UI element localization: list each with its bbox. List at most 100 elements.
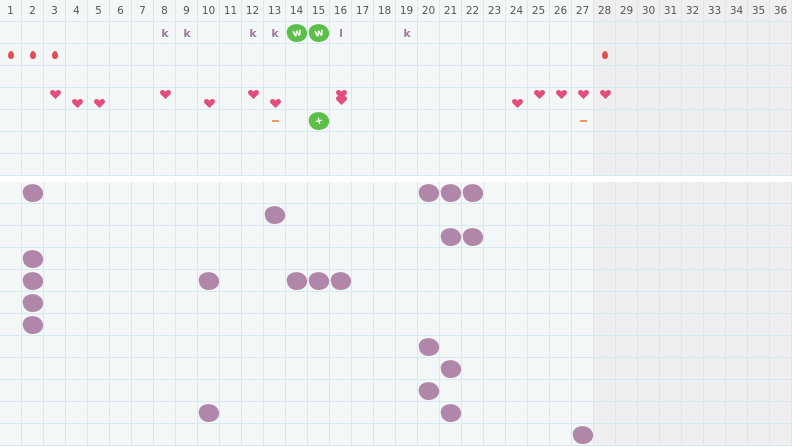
grid-cell[interactable]	[484, 88, 506, 110]
grid-cell[interactable]	[484, 380, 506, 402]
grid-cell[interactable]	[220, 402, 242, 424]
grid-cell[interactable]	[660, 336, 682, 358]
day-header[interactable]: 34	[726, 0, 748, 22]
symptom-letter[interactable]: k	[161, 26, 169, 40]
grid-cell[interactable]	[660, 358, 682, 380]
grid-cell[interactable]	[44, 226, 66, 248]
grid-cell[interactable]	[572, 314, 594, 336]
grid-cell[interactable]	[154, 44, 176, 66]
grid-cell[interactable]	[242, 204, 264, 226]
grid-cell[interactable]	[594, 314, 616, 336]
grid-cell[interactable]	[616, 182, 638, 204]
grid-cell[interactable]	[198, 424, 220, 446]
grid-cell[interactable]	[440, 110, 462, 132]
grid-cell[interactable]	[154, 336, 176, 358]
grid-cell[interactable]	[726, 314, 748, 336]
grid-cell[interactable]	[418, 88, 440, 110]
grid-cell[interactable]	[572, 66, 594, 88]
grid-cell[interactable]	[770, 154, 792, 176]
grid-cell[interactable]	[726, 154, 748, 176]
grid-cell[interactable]	[616, 270, 638, 292]
grid-cell[interactable]	[264, 132, 286, 154]
grid-cell[interactable]	[154, 110, 176, 132]
grid-cell[interactable]	[638, 358, 660, 380]
grid-cell[interactable]	[528, 314, 550, 336]
grid-cell[interactable]	[264, 314, 286, 336]
grid-cell[interactable]	[132, 314, 154, 336]
drop-icon[interactable]	[30, 51, 36, 59]
grid-cell[interactable]	[44, 182, 66, 204]
grid-cell[interactable]	[726, 110, 748, 132]
grid-cell[interactable]	[242, 424, 264, 446]
grid-cell[interactable]	[44, 66, 66, 88]
grid-cell[interactable]	[748, 22, 770, 44]
grid-cell[interactable]	[572, 88, 594, 110]
grid-cell[interactable]	[484, 110, 506, 132]
grid-cell[interactable]	[22, 402, 44, 424]
grid-cell[interactable]	[682, 44, 704, 66]
grid-cell[interactable]	[550, 336, 572, 358]
grid-cell[interactable]	[396, 110, 418, 132]
grid-cell[interactable]	[506, 204, 528, 226]
grid-cell[interactable]	[770, 66, 792, 88]
grid-cell[interactable]	[770, 248, 792, 270]
grid-cell[interactable]	[528, 182, 550, 204]
grid-cell[interactable]	[132, 110, 154, 132]
grid-cell[interactable]	[726, 44, 748, 66]
grid-cell[interactable]	[528, 292, 550, 314]
grid-cell[interactable]	[462, 248, 484, 270]
grid-cell[interactable]	[88, 270, 110, 292]
grid-cell[interactable]	[154, 292, 176, 314]
grid-cell[interactable]	[66, 226, 88, 248]
grid-cell[interactable]	[0, 248, 22, 270]
grid-cell[interactable]	[176, 22, 198, 44]
grid-cell[interactable]	[440, 88, 462, 110]
grid-cell[interactable]	[132, 66, 154, 88]
grid-cell[interactable]	[242, 88, 264, 110]
grid-cell[interactable]	[440, 380, 462, 402]
grid-cell[interactable]	[748, 44, 770, 66]
grid-cell[interactable]	[44, 22, 66, 44]
grid-cell[interactable]	[374, 44, 396, 66]
grid-cell[interactable]	[594, 110, 616, 132]
grid-cell[interactable]	[352, 44, 374, 66]
grid-cell[interactable]	[462, 110, 484, 132]
grid-cell[interactable]	[594, 270, 616, 292]
grid-cell[interactable]	[374, 226, 396, 248]
grid-cell[interactable]	[330, 110, 352, 132]
grid-cell[interactable]	[748, 248, 770, 270]
grid-cell[interactable]	[484, 424, 506, 446]
grid-cell[interactable]	[506, 110, 528, 132]
grid-cell[interactable]	[682, 204, 704, 226]
grid-cell[interactable]	[440, 44, 462, 66]
grid-cell[interactable]	[220, 336, 242, 358]
heart-icon[interactable]	[88, 99, 110, 108]
grid-cell[interactable]	[660, 424, 682, 446]
day-header[interactable]: 10	[198, 0, 220, 22]
grid-cell[interactable]	[528, 154, 550, 176]
drop-icon[interactable]	[602, 51, 608, 59]
grid-cell[interactable]	[484, 154, 506, 176]
grid-cell[interactable]	[154, 22, 176, 44]
grid-cell[interactable]	[308, 66, 330, 88]
grid-cell[interactable]	[770, 44, 792, 66]
grid-cell[interactable]	[572, 132, 594, 154]
grid-cell[interactable]	[352, 110, 374, 132]
grid-cell[interactable]	[110, 154, 132, 176]
grid-cell[interactable]	[396, 132, 418, 154]
grid-cell[interactable]	[308, 182, 330, 204]
grid-cell[interactable]	[682, 182, 704, 204]
grid-cell[interactable]	[440, 270, 462, 292]
grid-cell[interactable]	[242, 358, 264, 380]
grid-cell[interactable]	[242, 22, 264, 44]
grid-cell[interactable]	[0, 132, 22, 154]
grid-cell[interactable]	[682, 88, 704, 110]
grid-cell[interactable]	[682, 248, 704, 270]
grid-cell[interactable]	[748, 182, 770, 204]
grid-cell[interactable]	[506, 292, 528, 314]
heart-icon[interactable]	[44, 90, 66, 99]
grid-cell[interactable]	[220, 358, 242, 380]
grid-cell[interactable]	[44, 110, 66, 132]
grid-cell[interactable]	[572, 292, 594, 314]
grid-cell[interactable]	[352, 314, 374, 336]
